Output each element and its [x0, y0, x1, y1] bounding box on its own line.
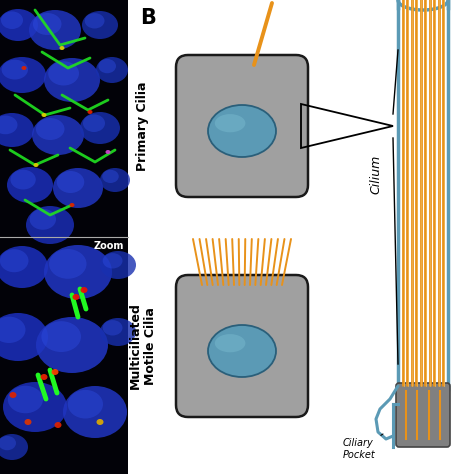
Ellipse shape [81, 287, 88, 293]
FancyBboxPatch shape [396, 383, 450, 447]
Ellipse shape [100, 168, 130, 192]
Text: Ciliary
Pocket: Ciliary Pocket [343, 434, 383, 460]
Ellipse shape [0, 313, 48, 361]
Text: B: B [140, 8, 156, 28]
Ellipse shape [97, 419, 103, 425]
Ellipse shape [44, 58, 100, 102]
Ellipse shape [208, 105, 276, 157]
Ellipse shape [1, 60, 28, 80]
Ellipse shape [29, 209, 56, 230]
Ellipse shape [100, 251, 136, 279]
Ellipse shape [215, 334, 246, 352]
Ellipse shape [36, 118, 64, 140]
Ellipse shape [33, 13, 62, 35]
Ellipse shape [82, 11, 118, 39]
Ellipse shape [36, 317, 108, 373]
FancyBboxPatch shape [176, 275, 308, 417]
Ellipse shape [52, 369, 58, 375]
Ellipse shape [60, 46, 64, 50]
Ellipse shape [103, 253, 122, 268]
Ellipse shape [0, 9, 38, 41]
Ellipse shape [83, 114, 105, 132]
Ellipse shape [21, 66, 27, 70]
Ellipse shape [73, 294, 80, 300]
Ellipse shape [34, 163, 38, 167]
Ellipse shape [53, 168, 103, 208]
Ellipse shape [25, 419, 31, 425]
Ellipse shape [0, 246, 48, 288]
Ellipse shape [0, 57, 46, 93]
Ellipse shape [26, 206, 74, 244]
Ellipse shape [0, 434, 28, 460]
Ellipse shape [29, 10, 81, 50]
Ellipse shape [106, 150, 110, 154]
Ellipse shape [41, 321, 81, 352]
Ellipse shape [0, 317, 26, 343]
Ellipse shape [70, 203, 74, 207]
Ellipse shape [102, 170, 119, 183]
Ellipse shape [68, 390, 103, 419]
FancyBboxPatch shape [176, 55, 308, 197]
Ellipse shape [208, 325, 276, 377]
Ellipse shape [0, 249, 28, 272]
Ellipse shape [88, 110, 92, 114]
Ellipse shape [32, 115, 84, 155]
Ellipse shape [100, 318, 136, 346]
Bar [0, 237, 128, 474]
Ellipse shape [57, 171, 84, 193]
Ellipse shape [80, 112, 120, 144]
Ellipse shape [85, 13, 104, 28]
Ellipse shape [8, 386, 43, 413]
Ellipse shape [0, 436, 16, 450]
Ellipse shape [63, 386, 127, 438]
Ellipse shape [44, 245, 112, 299]
Ellipse shape [0, 113, 34, 147]
Ellipse shape [10, 170, 36, 190]
Ellipse shape [42, 113, 46, 117]
Ellipse shape [96, 57, 128, 83]
Ellipse shape [49, 249, 86, 279]
Text: Cilium: Cilium [370, 155, 383, 193]
Bar [0, 0, 128, 237]
Ellipse shape [40, 374, 47, 380]
Text: Multiciliated
Motile Cilia: Multiciliated Motile Cilia [129, 302, 157, 390]
Ellipse shape [9, 392, 17, 398]
Ellipse shape [0, 116, 18, 134]
Ellipse shape [1, 11, 23, 29]
Ellipse shape [48, 61, 79, 85]
Text: Primary Cilia: Primary Cilia [137, 81, 149, 171]
Ellipse shape [3, 382, 67, 432]
Ellipse shape [99, 59, 116, 73]
Ellipse shape [215, 114, 246, 132]
Ellipse shape [7, 167, 53, 203]
Ellipse shape [55, 422, 62, 428]
Ellipse shape [103, 320, 122, 336]
Text: Zoom: Zoom [94, 241, 124, 251]
